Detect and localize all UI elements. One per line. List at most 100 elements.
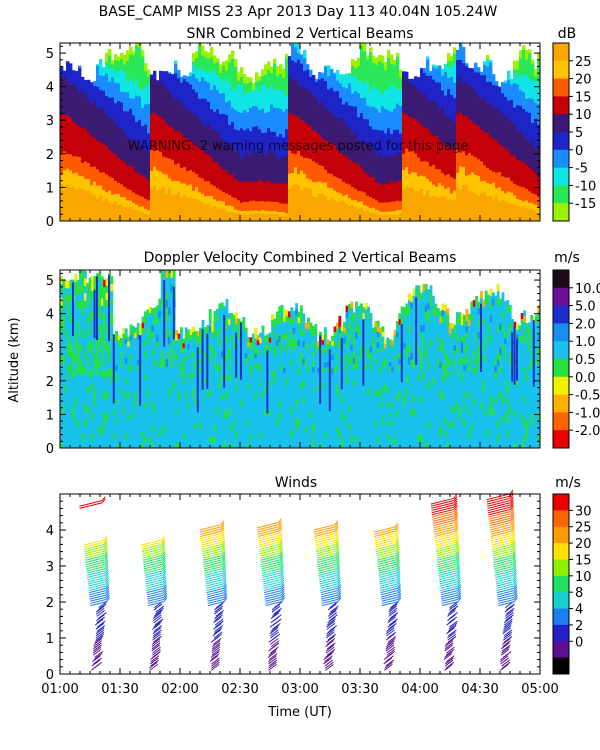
snr-cell <box>381 202 385 212</box>
wind-barb-flag <box>278 537 283 543</box>
colorbar-swatch <box>553 494 569 511</box>
snr-cell <box>360 166 364 192</box>
doppler-cell <box>352 318 356 325</box>
snr-cell <box>447 187 451 201</box>
snr-cell <box>303 173 307 188</box>
snr-cell <box>216 131 220 163</box>
altitude-label: Altitude (km) <box>7 317 22 402</box>
snr-cell <box>243 82 247 95</box>
snr-cell <box>171 159 175 181</box>
doppler-cell <box>420 396 423 404</box>
snr-cell <box>135 209 139 221</box>
snr-cell <box>255 125 259 152</box>
snr-cell <box>534 204 538 212</box>
wind-barb <box>95 607 105 615</box>
wind-barb <box>375 543 396 550</box>
doppler-cell <box>180 342 183 348</box>
doppler-cell <box>247 383 250 389</box>
x-tick-label: 03:00 <box>281 682 318 697</box>
snr-cell <box>96 198 100 221</box>
wind-barb-flag <box>510 505 515 510</box>
snr-cell <box>102 171 106 190</box>
doppler-cell <box>463 420 466 427</box>
doppler-cell <box>403 307 406 448</box>
doppler-cell <box>355 326 358 333</box>
doppler-cell <box>520 312 524 448</box>
wind-barb-flag <box>278 524 283 530</box>
doppler-cell <box>357 323 361 331</box>
doppler-cell <box>304 359 308 366</box>
snr-cell <box>354 106 358 133</box>
doppler-cell <box>117 443 121 448</box>
snr-cell <box>420 188 424 221</box>
snr-cell <box>480 74 484 99</box>
doppler-cell <box>458 414 462 421</box>
doppler-cell <box>477 344 481 351</box>
doppler-cell <box>468 314 471 321</box>
wind-barb-flag <box>509 489 514 495</box>
doppler-cell <box>302 358 306 365</box>
wind-barb <box>327 642 336 650</box>
snr-cell <box>138 88 142 97</box>
snr-cell <box>489 195 493 221</box>
doppler-cell <box>280 305 284 312</box>
doppler-cell <box>276 311 279 318</box>
doppler-cell <box>232 320 236 327</box>
snr-cell <box>345 73 349 89</box>
wind-barb <box>497 592 515 598</box>
snr-cell <box>534 80 538 103</box>
doppler-cell <box>333 326 337 448</box>
snr-cell <box>111 97 115 118</box>
snr-cell <box>87 178 91 192</box>
snr-cell <box>177 163 181 181</box>
wind-barb <box>431 502 455 509</box>
wind-barb <box>487 504 511 512</box>
snr-cell <box>423 68 427 73</box>
wind-barb-flag <box>221 535 225 541</box>
snr-cell <box>378 61 382 90</box>
wind-barb <box>86 565 106 572</box>
wind-barb <box>153 620 162 628</box>
snr-cell <box>516 205 520 221</box>
doppler-cell <box>98 338 102 347</box>
doppler-cell <box>369 352 373 359</box>
wind-barb <box>388 614 397 622</box>
doppler-cell <box>268 337 272 343</box>
doppler-cell <box>187 344 190 350</box>
snr-cell <box>408 81 412 117</box>
wind-barb-flag <box>279 555 284 561</box>
snr-cell <box>345 183 349 195</box>
wind-barb <box>384 661 393 669</box>
colorbar-label: 10 <box>575 570 592 585</box>
snr-cell <box>375 57 379 65</box>
wind-barb <box>84 548 105 555</box>
snr-cell <box>330 68 334 88</box>
snr-cell <box>228 124 232 145</box>
snr-cell <box>396 56 400 90</box>
doppler-cell <box>165 270 169 278</box>
colorbar-swatch <box>553 114 569 133</box>
doppler-cell <box>376 331 380 338</box>
doppler-cell <box>297 368 301 375</box>
snr-cell <box>117 82 121 102</box>
wind-barb <box>434 532 456 540</box>
doppler-cell <box>100 426 104 435</box>
doppler-cell <box>324 332 327 338</box>
snr-cell <box>210 128 214 158</box>
snr-cell <box>99 172 103 186</box>
wind-barb <box>206 590 224 596</box>
doppler-cell <box>204 377 207 383</box>
wind-barb <box>147 598 165 604</box>
doppler-cell <box>103 335 106 344</box>
doppler-cell <box>88 327 92 335</box>
snr-cell <box>510 84 514 100</box>
snr-cell <box>339 116 343 153</box>
snr-cell <box>144 198 148 209</box>
doppler-cell <box>314 329 318 335</box>
wind-barb <box>261 568 281 574</box>
snr-cell <box>507 79 511 101</box>
snr-cell <box>123 72 127 93</box>
snr-cell <box>183 195 187 221</box>
doppler-cell <box>436 308 440 448</box>
